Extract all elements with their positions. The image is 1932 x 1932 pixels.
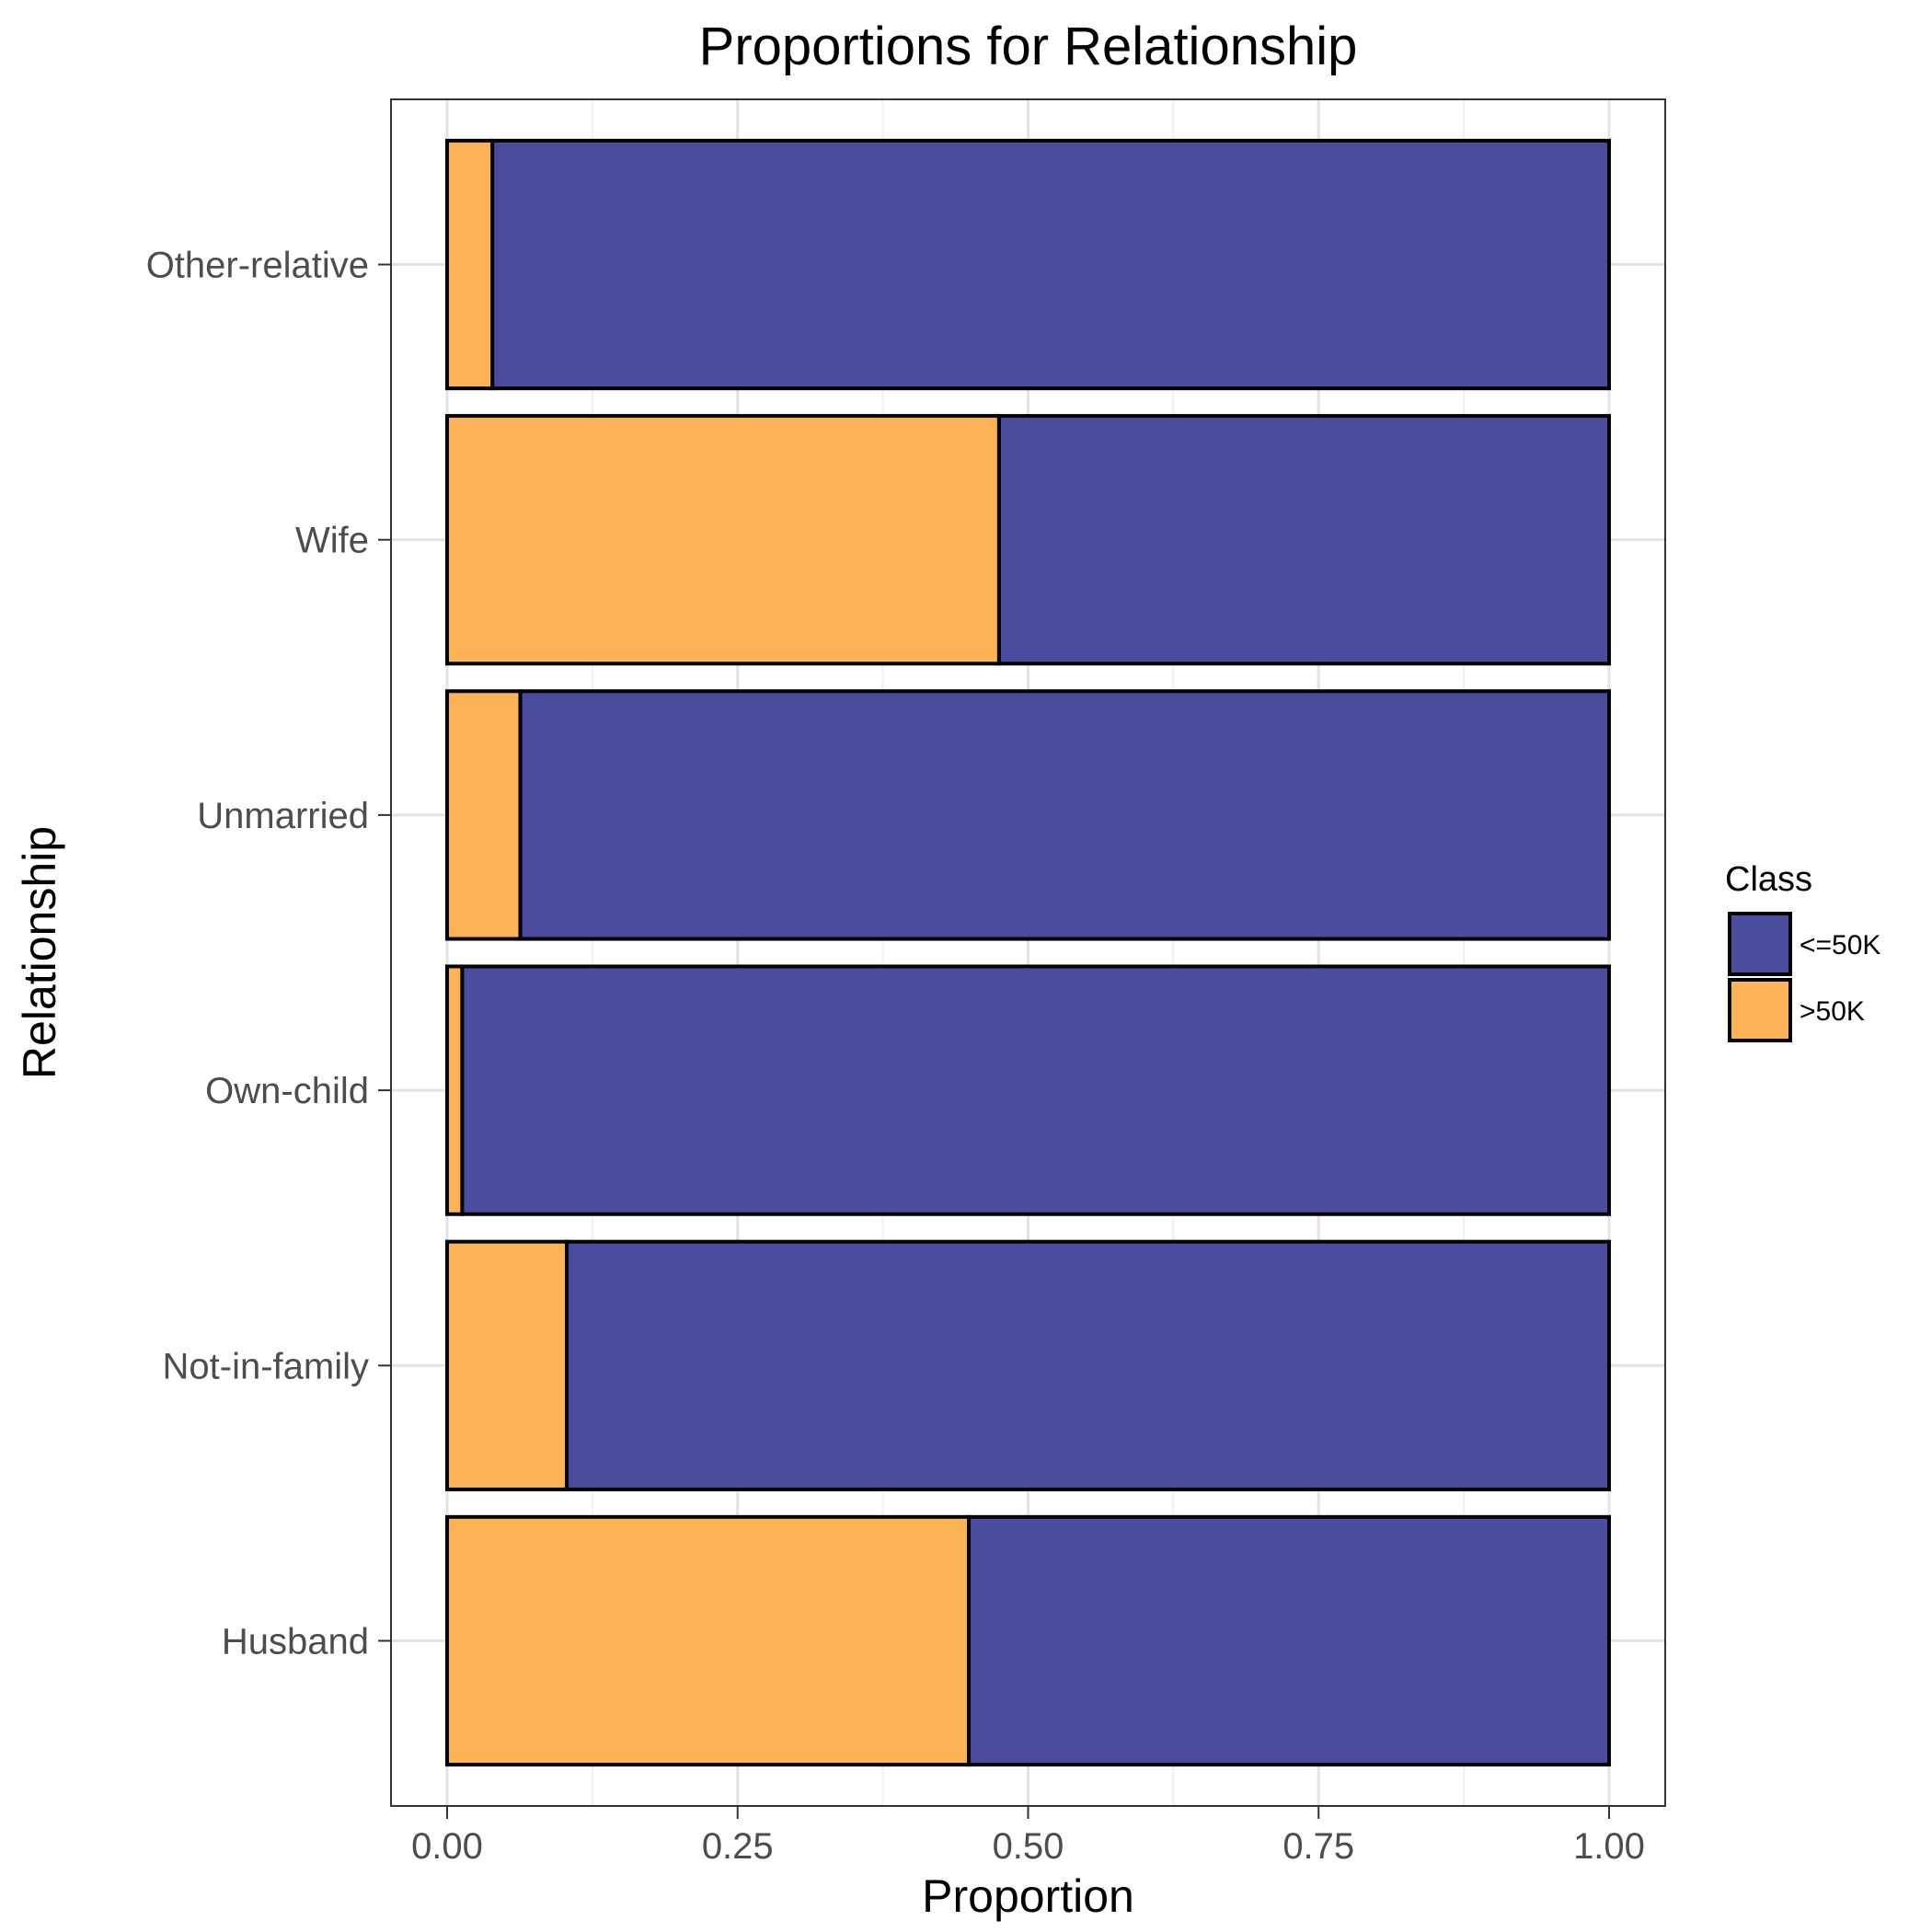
x-tick-label: 0.25 (702, 1826, 774, 1867)
bar-wife-gt-50k (445, 414, 1001, 666)
y-tick-label: Wife (295, 521, 369, 561)
bar-other-relative-le-50k (490, 138, 1612, 391)
bars-layer (445, 138, 1612, 1767)
y-tick-label: Husband (222, 1621, 369, 1662)
legend-key-0 (1728, 912, 1792, 976)
y-axis-title: Relationship (14, 826, 65, 1079)
y-tick-label: Unmarried (197, 796, 369, 836)
bar-other-relative-gt-50k (445, 138, 495, 391)
x-tick-label: 1.00 (1573, 1826, 1645, 1867)
bar-husband-gt-50k (445, 1514, 972, 1767)
x-axis-title: Proportion (922, 1870, 1134, 1922)
axis-layer: 0.00 0.25 0.50 0.75 1.00 Husband Not-in-family… (146, 246, 1645, 1867)
bar-husband-le-50k (967, 1514, 1612, 1767)
bar-own-child-gt-50k (445, 964, 465, 1216)
bar-unmarried-le-50k (518, 689, 1611, 941)
legend-label: >50K (1800, 996, 1865, 1027)
x-tick-label: 0.00 (411, 1826, 483, 1867)
bar-not-in-family-le-50k (565, 1239, 1611, 1491)
chart-title: Proportions for Relationship (699, 17, 1358, 76)
x-tick-label: 0.75 (1282, 1826, 1354, 1867)
bar-wife-le-50k (996, 414, 1612, 666)
y-tick-label: Not-in-family (163, 1346, 369, 1386)
y-tick-label: Own-child (205, 1071, 369, 1111)
legend: Class <=50K >50K (1725, 860, 1880, 1042)
legend-key-1 (1728, 978, 1792, 1042)
bar-own-child-le-50k (460, 964, 1612, 1216)
bar-unmarried-gt-50k (445, 689, 523, 941)
legend-label: <=50K (1800, 930, 1880, 960)
bar-not-in-family-gt-50k (445, 1239, 569, 1491)
legend-title: Class (1725, 860, 1812, 899)
y-tick-label: Other-relative (146, 246, 369, 286)
x-tick-label: 0.50 (993, 1826, 1064, 1867)
